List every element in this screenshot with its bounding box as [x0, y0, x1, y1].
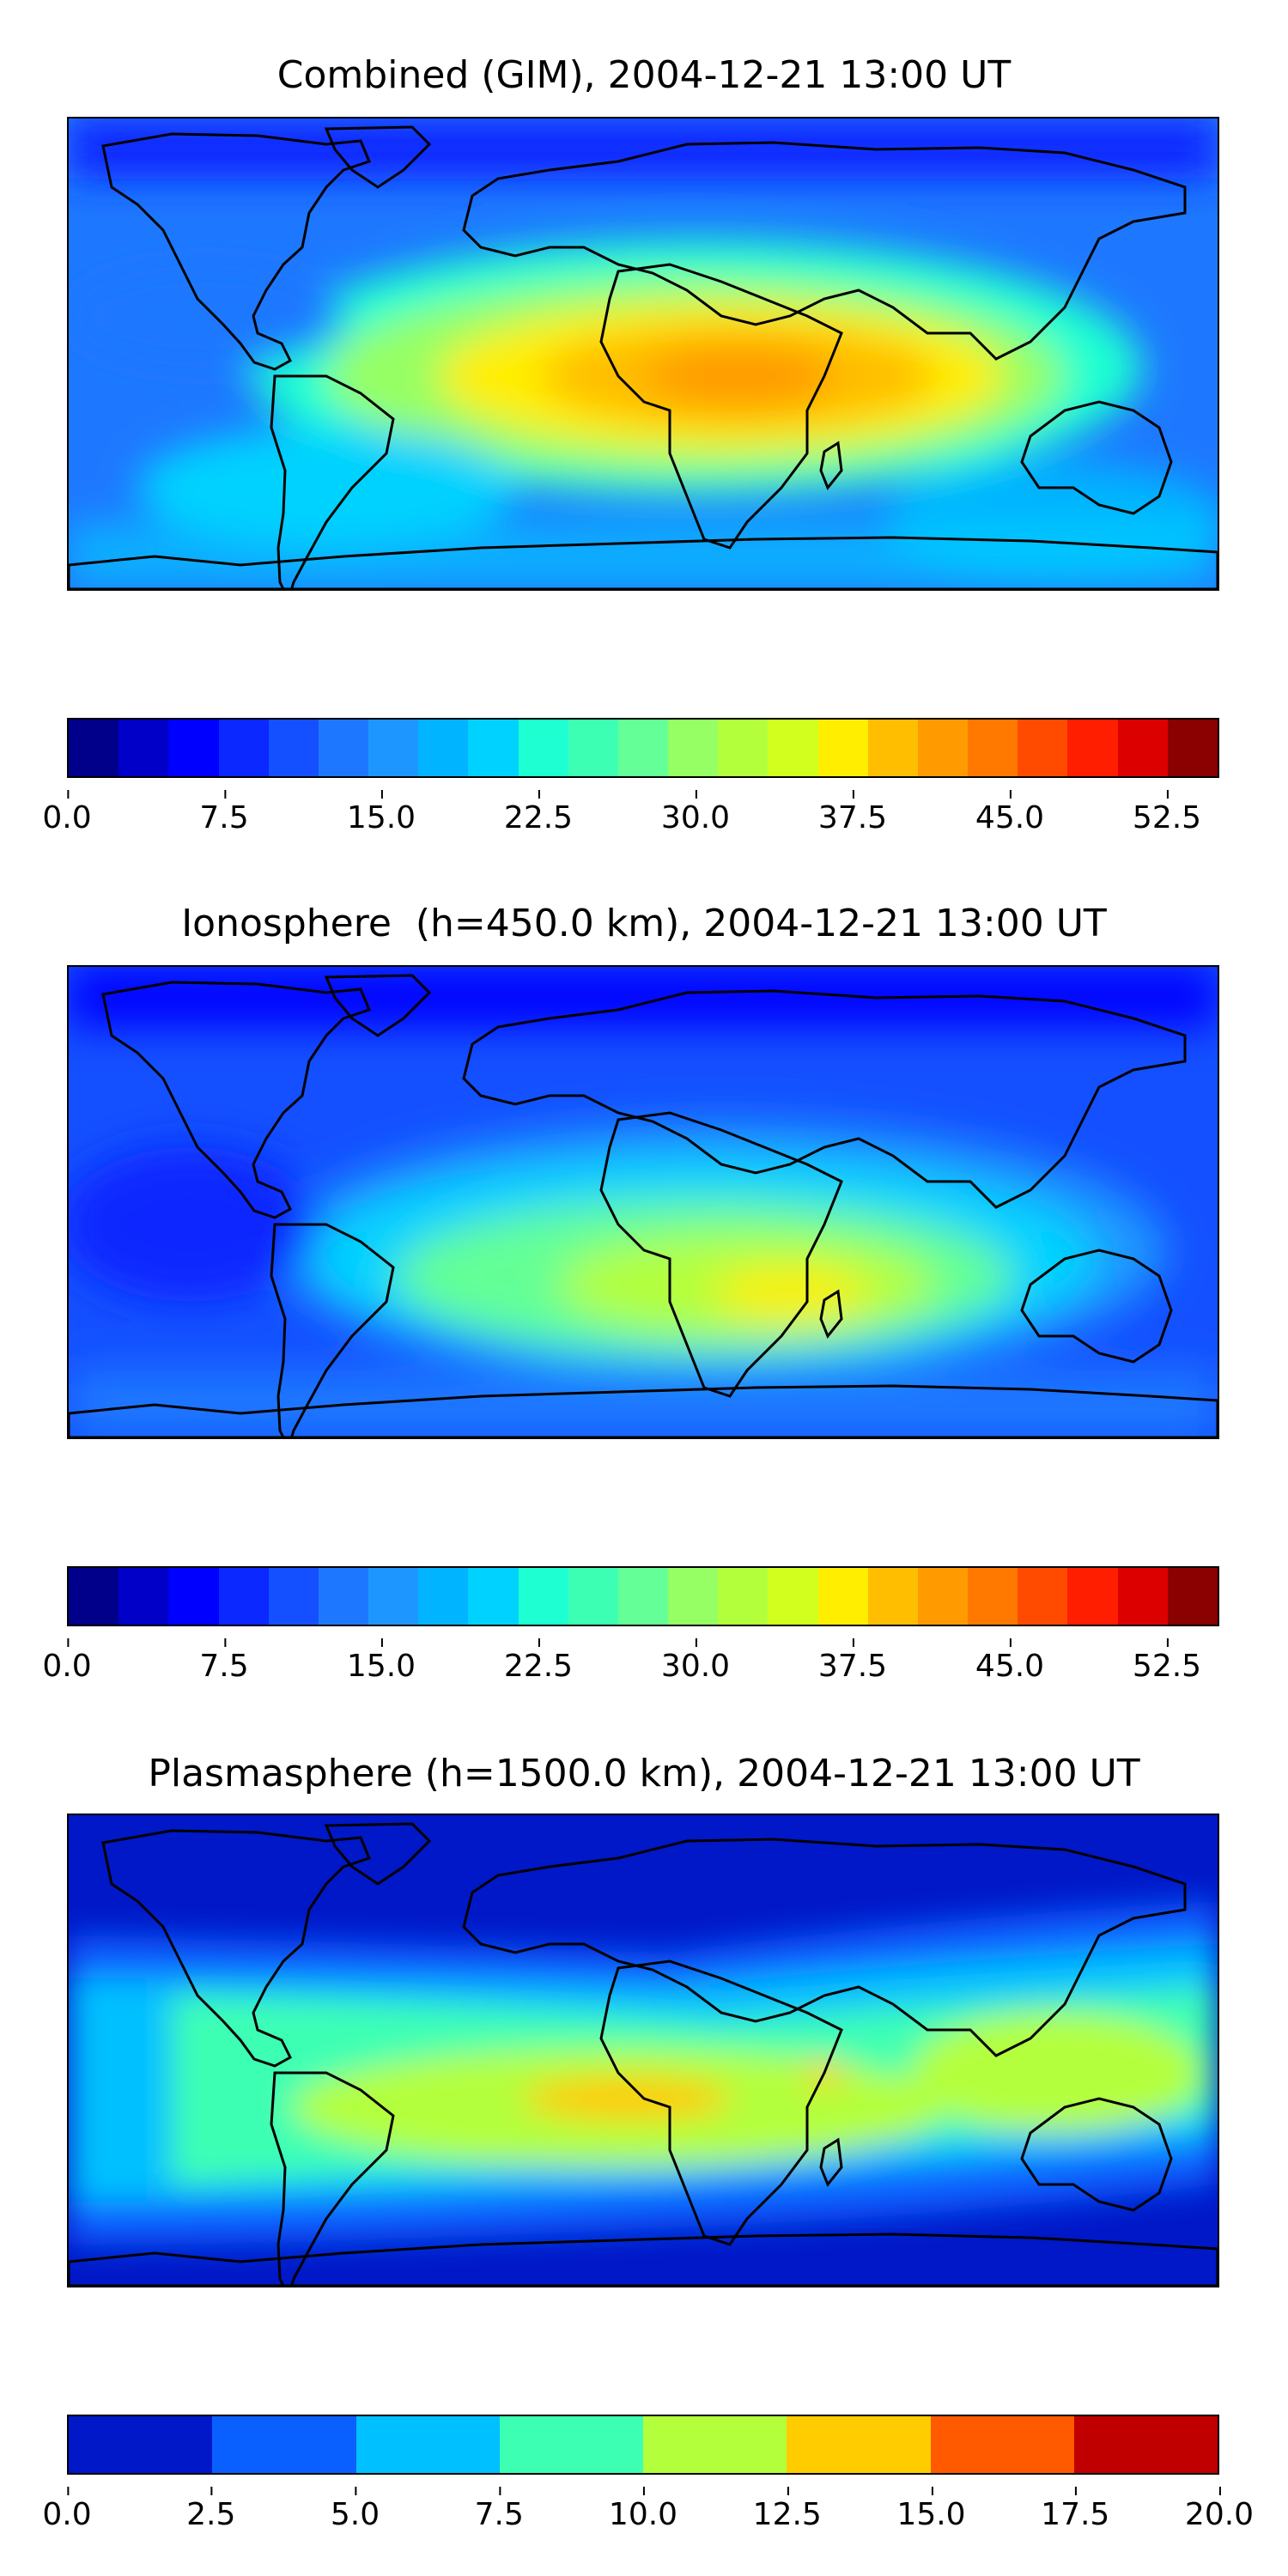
colorbar-segment — [518, 720, 568, 776]
colorbar-tick-label: 7.5 — [199, 790, 249, 835]
colorbar-tick-label: 0.0 — [42, 2487, 92, 2532]
colorbar-segment — [118, 720, 169, 776]
colorbar-segment — [668, 1568, 719, 1625]
colorbar-tick-label: 52.5 — [1132, 1638, 1202, 1684]
map-panel-combined — [67, 117, 1219, 591]
colorbar-segment — [69, 1568, 119, 1625]
colorbar-combined — [67, 718, 1219, 778]
colorbar-segment — [368, 1568, 419, 1625]
colorbar-segment — [318, 720, 369, 776]
colorbar-tick-label: 30.0 — [660, 1638, 731, 1684]
colorbar-segment — [817, 1568, 868, 1625]
colorbar-segment — [1067, 720, 1118, 776]
map-plot-plasmasphere — [69, 1815, 1218, 2286]
colorbar-segment — [218, 720, 269, 776]
colorbar-segment — [867, 1568, 918, 1625]
colorbar-segment — [1117, 1568, 1168, 1625]
colorbar-segment — [643, 2416, 787, 2473]
colorbar-segment — [268, 720, 319, 776]
colorbar-segment — [1167, 720, 1218, 776]
colorbar-tick-label: 5.0 — [330, 2487, 380, 2532]
colorbar-tick-label: 30.0 — [660, 790, 731, 835]
colorbar-segment — [1018, 1568, 1068, 1625]
colorbar-segment — [518, 1568, 568, 1625]
colorbar-tick-label: 0.0 — [42, 790, 92, 835]
colorbar-segment — [718, 1568, 769, 1625]
colorbar-segment — [218, 1568, 269, 1625]
colorbar-tick-label: 17.5 — [1041, 2487, 1110, 2532]
colorbar-segment — [768, 720, 818, 776]
colorbar-segment — [787, 2416, 931, 2473]
colorbar-tick-label: 15.0 — [346, 790, 416, 835]
panel-title-combined: Combined (GIM), 2004-12-21 13:00 UT — [276, 53, 1012, 97]
colorbar-segment — [917, 1568, 969, 1625]
colorbar-tick-label: 10.0 — [608, 2487, 678, 2532]
colorbar-tick-label: 45.0 — [975, 1638, 1045, 1684]
colorbar-segment — [368, 720, 419, 776]
colorbar-segment — [617, 1568, 669, 1625]
colorbar-ticks-ionosphere: 0.0 7.5 15.0 22.5 30.0 37.5 45.0 52.5 — [42, 1638, 1219, 1692]
map-plot-combined — [69, 118, 1218, 589]
colorbar-segment — [917, 720, 969, 776]
panel-title-plasmasphere: Plasmasphere (h=1500.0 km), 2004-12-21 1… — [148, 1752, 1140, 1795]
colorbar-segment — [568, 720, 618, 776]
map-plot-ionosphere — [69, 967, 1218, 1437]
colorbar-segment — [1167, 1568, 1218, 1625]
colorbar-segment — [668, 720, 719, 776]
map-panel-ionosphere — [67, 965, 1219, 1439]
colorbar-segment — [1117, 720, 1168, 776]
colorbar-segment — [768, 1568, 818, 1625]
colorbar-segment — [867, 720, 918, 776]
colorbar-tick-label: 7.5 — [474, 2487, 524, 2532]
colorbar-segment — [930, 2416, 1074, 2473]
colorbar-segment — [617, 720, 669, 776]
colorbar-segment — [418, 720, 469, 776]
colorbar-ticks-plasmasphere: 0.0 2.5 5.0 7.5 10.0 12.5 15.0 17.5 20.0 — [42, 2487, 1254, 2540]
colorbar-tick-label: 22.5 — [503, 790, 574, 835]
colorbar-segment — [418, 1568, 469, 1625]
colorbar-tick-label: 15.0 — [896, 2487, 966, 2532]
colorbar-segment — [69, 720, 119, 776]
colorbar-segment — [1018, 720, 1068, 776]
colorbar-segment — [718, 720, 769, 776]
colorbar-segment — [568, 1568, 618, 1625]
colorbar-tick-label: 15.0 — [346, 1638, 416, 1684]
colorbar-segment — [268, 1568, 319, 1625]
colorbar-tick-label: 12.5 — [752, 2487, 822, 2532]
colorbar-segment — [118, 1568, 169, 1625]
colorbar-segment — [168, 1568, 219, 1625]
colorbar-ionosphere — [67, 1566, 1219, 1626]
colorbar-segment — [69, 2416, 213, 2473]
colorbar-segment — [968, 1568, 1018, 1625]
colorbar-tick-label: 20.0 — [1184, 2487, 1255, 2532]
colorbar-tick-label: 52.5 — [1132, 790, 1202, 835]
colorbar-segment — [468, 1568, 519, 1625]
colorbar-tick-label: 22.5 — [503, 1638, 574, 1684]
colorbar-segment — [817, 720, 868, 776]
colorbar-segment — [468, 720, 519, 776]
colorbar-segment — [355, 2416, 500, 2473]
colorbar-tick-label: 37.5 — [817, 790, 888, 835]
colorbar-segment — [318, 1568, 369, 1625]
colorbar-tick-label: 7.5 — [199, 1638, 249, 1684]
colorbar-tick-label: 0.0 — [42, 1638, 92, 1684]
colorbar-segment — [1073, 2416, 1218, 2473]
colorbar-ticks-combined: 0.0 7.5 15.0 22.5 30.0 37.5 45.0 52.5 — [42, 790, 1219, 843]
map-panel-plasmasphere — [67, 1814, 1219, 2287]
colorbar-plasmasphere — [67, 2415, 1219, 2475]
colorbar-tick-label: 2.5 — [186, 2487, 236, 2532]
colorbar-segment — [168, 720, 219, 776]
panel-title-ionosphere: Ionosphere (h=450.0 km), 2004-12-21 13:0… — [181, 902, 1107, 945]
colorbar-segment — [499, 2416, 643, 2473]
colorbar-segment — [968, 720, 1018, 776]
colorbar-segment — [212, 2416, 356, 2473]
colorbar-tick-label: 37.5 — [817, 1638, 888, 1684]
colorbar-tick-label: 45.0 — [975, 790, 1045, 835]
colorbar-segment — [1067, 1568, 1118, 1625]
